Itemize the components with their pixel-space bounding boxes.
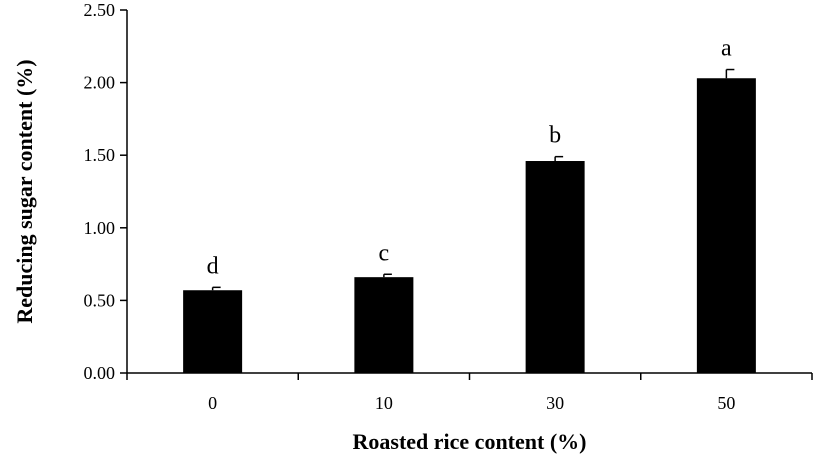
y-tick-label: 0.50: [84, 290, 116, 310]
x-tick-label: 50: [717, 393, 735, 413]
x-axis-ticks: 0 10 30 50: [126, 373, 813, 413]
x-axis-title: Roasted rice content (%): [353, 429, 587, 454]
x-tick-label: 0: [208, 393, 217, 413]
x-tick-label: 30: [546, 393, 564, 413]
bar: [696, 78, 756, 373]
y-axis-ticks: 0.00 0.50 1.00 1.50 2.00 2.50: [84, 0, 127, 383]
y-tick-label: 1.50: [84, 145, 116, 165]
y-tick-label: 2.00: [84, 73, 116, 93]
y-tick-label: 0.00: [84, 363, 116, 383]
bars-group: d c b a: [183, 36, 756, 373]
significance-label: c: [379, 240, 390, 266]
y-axis-title: Reducing sugar content (%): [12, 59, 37, 323]
significance-label: b: [549, 123, 561, 149]
y-tick-label: 2.50: [84, 0, 116, 20]
y-tick-label: 1.00: [84, 218, 116, 238]
bar: [354, 277, 414, 373]
x-tick-label: 10: [375, 393, 393, 413]
significance-label: d: [207, 253, 219, 279]
bar: [525, 161, 585, 373]
significance-label: a: [721, 36, 732, 62]
bar: [183, 290, 243, 373]
